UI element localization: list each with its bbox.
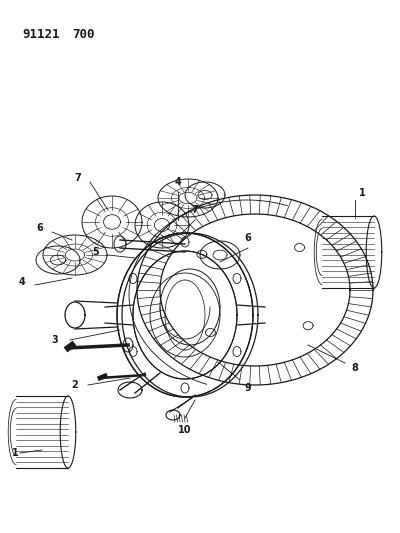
Text: 6: 6 bbox=[245, 233, 251, 243]
Text: 1: 1 bbox=[359, 188, 365, 198]
Text: 10: 10 bbox=[178, 425, 192, 435]
Text: 3: 3 bbox=[52, 335, 58, 345]
Text: 700: 700 bbox=[72, 28, 94, 41]
Text: 7: 7 bbox=[75, 173, 81, 183]
Text: 6: 6 bbox=[37, 223, 43, 233]
Text: 91121: 91121 bbox=[22, 28, 60, 41]
Text: 7: 7 bbox=[192, 205, 198, 215]
Text: 9: 9 bbox=[245, 383, 251, 393]
Text: 4: 4 bbox=[175, 177, 181, 187]
Text: 2: 2 bbox=[72, 380, 78, 390]
Text: 4: 4 bbox=[19, 277, 25, 287]
Text: 8: 8 bbox=[352, 363, 358, 373]
Text: 5: 5 bbox=[93, 247, 99, 257]
Text: 1: 1 bbox=[12, 448, 18, 458]
